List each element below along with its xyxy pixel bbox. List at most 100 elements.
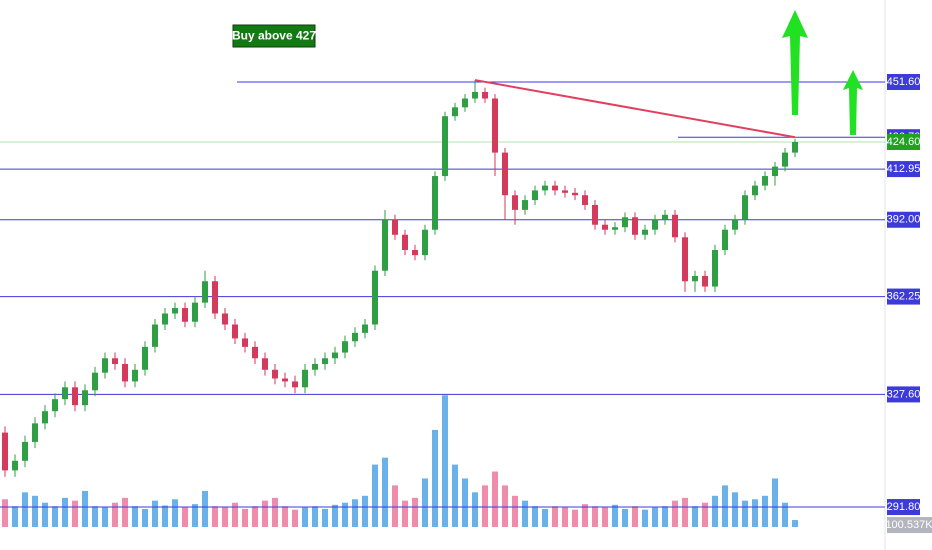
volume-bar [52, 506, 58, 527]
level-label-box [887, 161, 920, 178]
volume-bar [112, 502, 118, 527]
volume-bar [372, 464, 378, 527]
candle-body [642, 229, 648, 235]
candle-body [412, 250, 418, 256]
volume-bar [32, 495, 38, 527]
arrows [782, 10, 863, 135]
volume-bar [102, 507, 108, 527]
volume-bar [312, 506, 318, 527]
level-label-box [887, 74, 920, 91]
volume-bar [392, 485, 398, 527]
volume-bar [672, 500, 678, 527]
volume-bar [142, 508, 148, 527]
volume-bar [712, 495, 718, 527]
volume-bar [262, 500, 268, 527]
volume-bar [702, 502, 708, 527]
candle-body [12, 460, 18, 471]
candle-body [342, 341, 348, 353]
level-label-box [887, 386, 920, 403]
volume-label: 100.537K [885, 519, 932, 531]
candle-body [162, 313, 168, 325]
candle-body [522, 200, 528, 210]
candle-body [52, 399, 58, 412]
volume-bar [62, 497, 68, 527]
volume-bar [352, 499, 358, 527]
candle-body [742, 195, 748, 220]
candle-body [182, 308, 188, 322]
volume-bar [282, 506, 288, 527]
candle-body [772, 166, 778, 177]
candle-body [482, 91, 488, 99]
volume-bar [682, 497, 688, 527]
up-arrow [843, 70, 863, 135]
volume-bar [192, 504, 198, 527]
candle-body [442, 116, 448, 177]
candle-body [602, 224, 608, 230]
volume-bar [162, 505, 168, 527]
volume-bar [522, 500, 528, 527]
plot-area [0, 79, 885, 527]
annotation-box [232, 24, 316, 48]
candle-body [82, 390, 88, 406]
volume-bar [792, 520, 798, 527]
candle-body [272, 369, 278, 379]
volume-bar [752, 499, 758, 527]
candle-body [552, 185, 558, 191]
candle-body [612, 227, 618, 230]
candle-body [722, 229, 728, 251]
candle-body [402, 234, 408, 251]
candle-body [562, 190, 568, 193]
volume-bar [472, 492, 478, 527]
volume-bar [782, 502, 788, 527]
volume-bar [502, 485, 508, 527]
volume-bar [742, 500, 748, 527]
volume-bar [572, 509, 578, 527]
volume-bar [92, 506, 98, 527]
candle-body [152, 324, 158, 347]
volume-bar [762, 495, 768, 527]
volume-bar [692, 506, 698, 527]
volume-bar [532, 506, 538, 527]
volume-bar [512, 495, 518, 527]
candle-body [142, 346, 148, 370]
candle-body [372, 270, 378, 325]
trendline [474, 79, 796, 139]
y-tick-label: 412.95 [887, 163, 921, 175]
candle-body [572, 192, 578, 196]
volume-bar [232, 502, 238, 527]
y-tick-label: 291.80 [887, 501, 921, 513]
candle-body [312, 363, 318, 370]
volume-bar [82, 490, 88, 527]
candle-body [282, 378, 288, 382]
candle-body [212, 281, 218, 314]
volume-bar [422, 478, 428, 527]
volume-bar [242, 508, 248, 527]
candle-body [362, 324, 368, 333]
volume-bar [642, 509, 648, 527]
volume-bar [132, 506, 138, 527]
candle-body [352, 332, 358, 342]
volume-bar [72, 500, 78, 527]
candle-body [502, 152, 508, 196]
candle-body [752, 185, 758, 196]
level-label-box [887, 499, 920, 516]
price-axis [885, 0, 932, 550]
last-price-box [887, 134, 920, 151]
volume-bar [552, 506, 558, 527]
candle-body [782, 152, 788, 167]
candle-body [192, 302, 198, 322]
volume-bar [2, 499, 8, 527]
candle-body [432, 176, 438, 230]
candle-body [762, 176, 768, 186]
candle-body [112, 358, 118, 364]
volume-bar [382, 457, 388, 527]
candle-body [122, 363, 128, 382]
volume-bar [592, 506, 598, 527]
volume-label-box [887, 517, 932, 534]
volume-bar [652, 507, 658, 527]
volume-bar [442, 395, 448, 527]
candle-body [532, 190, 538, 201]
y-tick-label: 327.60 [887, 388, 921, 400]
volume-bar [482, 485, 488, 527]
